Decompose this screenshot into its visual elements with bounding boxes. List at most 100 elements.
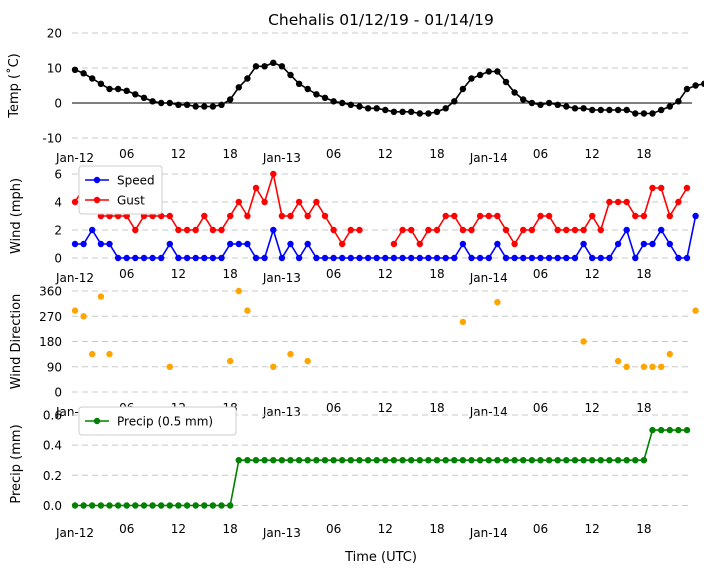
data-point [261, 198, 268, 206]
data-point [347, 226, 354, 234]
data-point [597, 106, 604, 114]
x-tick-label: Jan-12 [55, 526, 94, 540]
data-point [183, 226, 191, 234]
data-point [183, 502, 191, 509]
data-point [545, 457, 553, 464]
data-point [425, 254, 432, 262]
data-point [571, 254, 579, 262]
data-point [692, 307, 699, 314]
data-point [442, 105, 449, 112]
x-tick-label: 12 [378, 522, 393, 536]
data-point [390, 108, 398, 116]
x-tick-label: 12 [378, 401, 393, 415]
data-point [175, 226, 182, 234]
data-point [537, 457, 544, 464]
data-point [502, 254, 510, 262]
y-tick-label: 360 [39, 285, 62, 299]
data-point [563, 457, 570, 464]
legend-marker [93, 196, 101, 204]
x-tick-label: 18 [223, 267, 238, 281]
data-point [494, 212, 501, 220]
data-point [390, 254, 398, 262]
x-tick-label: 12 [585, 401, 600, 415]
data-point [459, 457, 467, 464]
data-point [175, 101, 182, 109]
data-point [640, 110, 648, 117]
legend-box [78, 406, 237, 436]
series-precip-0-5-mm [71, 426, 691, 509]
data-point [580, 226, 587, 234]
data-point [192, 502, 199, 509]
data-point [649, 426, 656, 434]
data-point [468, 226, 475, 234]
data-point [201, 212, 208, 220]
data-point [658, 226, 665, 234]
data-point [563, 103, 570, 110]
data-point [451, 254, 458, 262]
data-point [597, 457, 604, 464]
data-point [545, 212, 553, 220]
data-point [183, 101, 191, 109]
data-point [571, 226, 579, 234]
data-point [89, 75, 96, 82]
data-point [106, 85, 113, 93]
data-point [218, 101, 225, 109]
data-point [270, 59, 277, 66]
data-point [364, 254, 372, 262]
data-point [71, 307, 79, 314]
data-point [571, 105, 579, 112]
data-point [114, 254, 122, 262]
data-point [511, 254, 518, 262]
data-point [373, 457, 380, 464]
data-point [468, 254, 475, 262]
y-tick-label: 270 [39, 310, 62, 324]
data-point [451, 457, 458, 464]
y-axis-label: Wind Direction [9, 294, 24, 390]
data-point [425, 457, 432, 464]
data-point [140, 254, 148, 262]
data-point [235, 198, 242, 206]
data-point [80, 70, 87, 77]
data-point [244, 75, 251, 82]
data-point [149, 254, 156, 262]
x-tick-label: 06 [119, 522, 134, 536]
data-point [209, 502, 217, 509]
data-point [563, 226, 570, 234]
data-point [278, 212, 286, 220]
data-point [261, 63, 268, 70]
data-point [554, 226, 561, 234]
x-tick-label: 06 [533, 522, 548, 536]
data-point [321, 457, 329, 464]
data-point [270, 226, 277, 234]
data-point [158, 99, 165, 107]
data-point [158, 502, 165, 509]
data-point [339, 254, 346, 262]
x-tick-label: 12 [171, 147, 186, 161]
x-tick-label: 18 [223, 522, 238, 536]
x-tick-label: 12 [378, 267, 393, 281]
data-point [589, 106, 596, 114]
data-point [80, 240, 87, 248]
data-point [252, 254, 260, 262]
x-tick-label: 18 [429, 267, 444, 281]
data-point [649, 240, 656, 248]
x-tick-label: 12 [171, 267, 186, 281]
series-points-1 [71, 287, 699, 370]
data-point [701, 80, 704, 87]
data-point [640, 240, 648, 248]
series-line [74, 173, 360, 246]
data-point [295, 198, 303, 206]
data-point [356, 226, 363, 234]
data-point [339, 457, 346, 464]
data-point [520, 96, 527, 103]
data-point [485, 254, 492, 262]
data-point [606, 254, 613, 262]
data-point [97, 502, 105, 509]
data-point [270, 363, 277, 370]
data-point [235, 457, 242, 464]
data-point [356, 103, 363, 110]
data-point [623, 198, 630, 206]
data-point [123, 254, 130, 262]
data-point [201, 103, 208, 110]
data-point [520, 254, 527, 262]
